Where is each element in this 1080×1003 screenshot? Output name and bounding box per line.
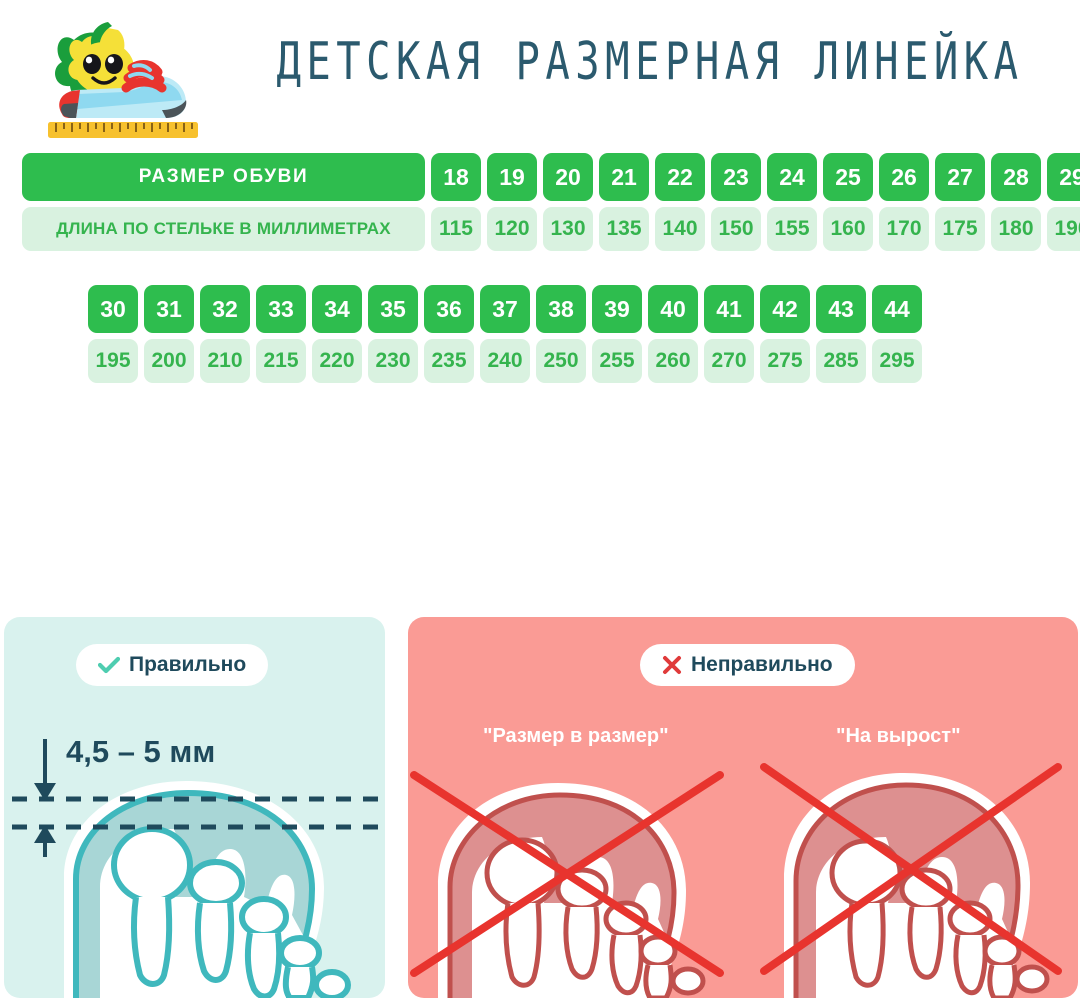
length-cell: 140 [655,207,705,251]
length-cell: 155 [767,207,817,251]
size-cell: 41 [704,285,754,333]
arrow-up-icon [34,825,56,857]
length-cell: 260 [648,339,698,383]
length-cell: 115 [431,207,481,251]
length-cell: 230 [368,339,418,383]
size-cell: 43 [816,285,866,333]
size-cell: 18 [431,153,481,201]
size-cell: 26 [879,153,929,201]
length-cell: 295 [872,339,922,383]
size-cell: 29 [1047,153,1080,201]
badge-correct: Правильно [76,644,269,686]
size-cell: 33 [256,285,306,333]
length-cell: 190 [1047,207,1080,251]
length-cell: 175 [935,207,985,251]
length-cell: 210 [200,339,250,383]
length-row-one: ДЛИНА ПО СТЕЛЬКЕ В МИЛЛИМЕТРАХ 115 120 1… [22,207,1080,251]
size-cell: 40 [648,285,698,333]
panel-wrong-fit: Неправильно "Размер в размер" "На вырост… [408,617,1078,998]
measurement-overlay [12,739,379,857]
size-cell: 35 [368,285,418,333]
length-cell: 135 [599,207,649,251]
length-cell: 170 [879,207,929,251]
badge-wrong-label: Неправильно [691,653,833,676]
size-row-two: 30 31 32 33 34 35 36 37 38 39 40 41 42 4… [88,285,922,333]
panel-correct-fit: Правильно [4,617,385,998]
length-cell: 235 [424,339,474,383]
size-cell: 28 [991,153,1041,201]
length-cell: 255 [592,339,642,383]
length-cell: 180 [991,207,1041,251]
size-cell: 20 [543,153,593,201]
length-cell: 130 [543,207,593,251]
length-cell: 200 [144,339,194,383]
size-cell: 42 [760,285,810,333]
size-cell: 27 [935,153,985,201]
size-cell: 38 [536,285,586,333]
sneaker-mascot-logo [26,6,206,142]
size-table-block-two: 30 31 32 33 34 35 36 37 38 39 40 41 42 4… [88,285,922,383]
length-cell: 215 [256,339,306,383]
size-cell: 19 [487,153,537,201]
badge-correct-label: Правильно [129,653,247,676]
caption-exact-size: "Размер в размер" [483,725,669,747]
sneaker-mascot-icon [48,22,198,138]
foot-illustration-exact-size [410,771,724,998]
size-cell: 31 [144,285,194,333]
size-cell: 22 [655,153,705,201]
foot-illustration-correct [64,781,351,998]
measurement-label: 4,5 – 5 мм [66,734,216,769]
size-row-one: РАЗМЕР ОБУВИ 18 19 20 21 22 23 24 25 26 … [22,153,1080,201]
length-cell: 160 [823,207,873,251]
size-cell: 36 [424,285,474,333]
cross-icon [662,655,682,675]
size-cell: 34 [312,285,362,333]
caption-for-growth: "На вырост" [836,725,961,747]
length-cell: 150 [711,207,761,251]
size-cell: 21 [599,153,649,201]
arrow-down-icon [34,739,56,801]
size-cell: 44 [872,285,922,333]
size-table-block-one: РАЗМЕР ОБУВИ 18 19 20 21 22 23 24 25 26 … [22,153,1080,251]
cross-out-mark-growth [760,763,1062,975]
length-cell: 250 [536,339,586,383]
length-cell: 120 [487,207,537,251]
header: ДЕТСКАЯ РАЗМЕРНАЯ ЛИНЕЙКА [0,0,1080,140]
size-cell: 23 [711,153,761,201]
size-cell: 39 [592,285,642,333]
cross-out-mark-exact [410,771,724,977]
size-cell: 37 [480,285,530,333]
length-row-label: ДЛИНА ПО СТЕЛЬКЕ В МИЛЛИМЕТРАХ [22,207,425,251]
size-cell: 30 [88,285,138,333]
size-cell: 24 [767,153,817,201]
length-cell: 195 [88,339,138,383]
size-cell: 32 [200,285,250,333]
length-cell: 270 [704,339,754,383]
length-cell: 275 [760,339,810,383]
length-cell: 240 [480,339,530,383]
foot-illustration-for-growth [760,763,1062,998]
length-cell: 285 [816,339,866,383]
check-icon [98,656,120,674]
length-cell: 220 [312,339,362,383]
badge-wrong: Неправильно [640,644,855,686]
page-title: ДЕТСКАЯ РАЗМЕРНАЯ ЛИНЕЙКА [276,32,1024,92]
size-cell: 25 [823,153,873,201]
length-row-two: 195 200 210 215 220 230 235 240 250 255 … [88,339,922,383]
size-row-label: РАЗМЕР ОБУВИ [22,153,425,201]
